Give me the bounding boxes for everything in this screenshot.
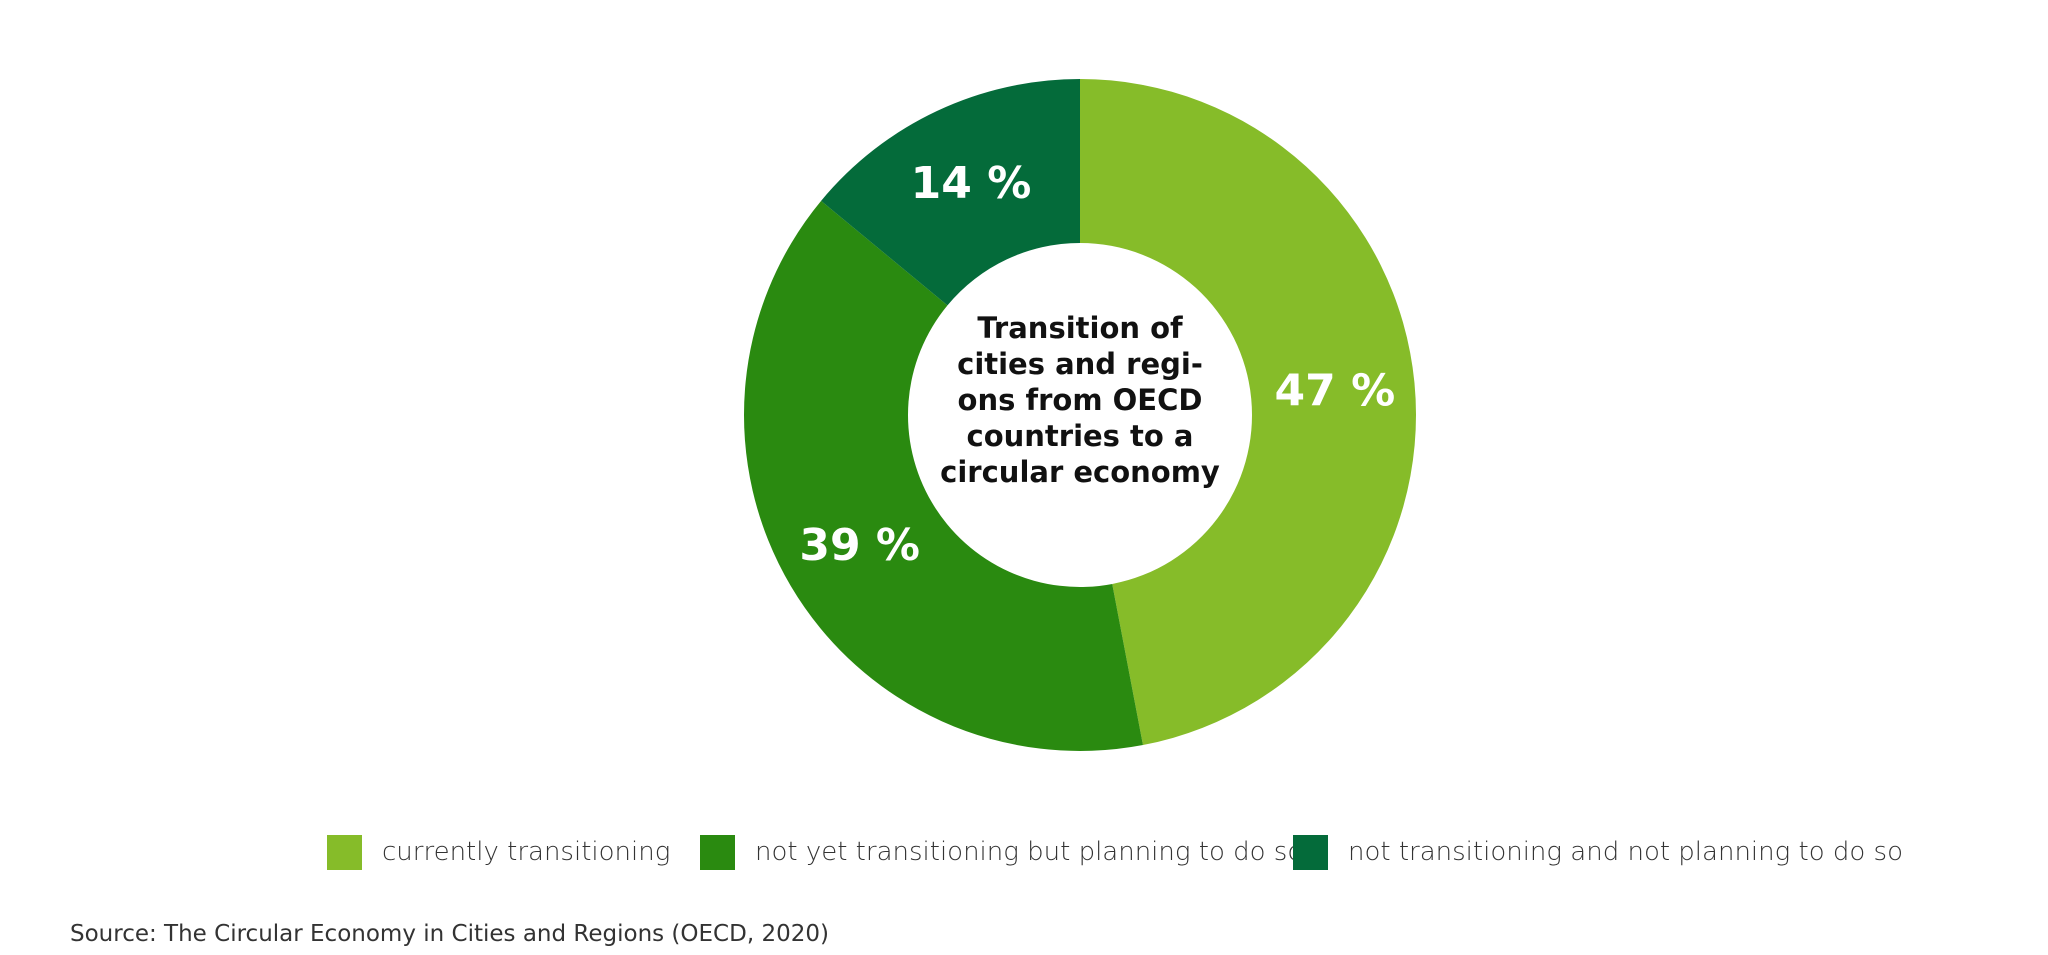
donut-slice-2 [744,200,1143,751]
legend-label: not transitioning and not planning to do… [1348,837,1903,867]
legend-item-not-planning: not transitioning and not planning to do… [1293,834,1903,870]
donut-slice-1 [1080,79,1416,746]
source-note: Source: The Circular Economy in Cities a… [70,921,829,947]
center-title-line-1: Transition of [977,311,1183,345]
legend-swatch [327,834,362,870]
legend-item-planning: not yet transitioning but planning to do… [700,834,1303,870]
slice-value-label-2: 39 % [799,520,920,571]
slice-labels: 47 % 39 % 14 % [799,158,1395,571]
legend-label: not yet transitioning but planning to do… [755,837,1304,867]
donut-slices [744,79,1416,751]
chart-legend: currently transitioning not yet transiti… [0,834,2048,874]
slice-value-label-3: 14 % [911,158,1032,209]
slice-value-label-1: 47 % [1275,365,1396,416]
legend-swatch [700,834,735,870]
center-title-line-2: cities and regi- [957,347,1203,381]
legend-item-currently-transitioning: currently transitioning [327,834,670,870]
center-title-line-5: circular economy [940,455,1220,489]
legend-swatch [1293,834,1328,870]
legend-label: currently transitioning [382,837,671,867]
donut-slice-3 [821,79,1080,306]
chart-center-title: Transition of cities and regi- ons from … [930,310,1230,490]
center-title-line-3: ons from OECD [957,383,1203,417]
center-title-line-4: countries to a [966,419,1194,453]
